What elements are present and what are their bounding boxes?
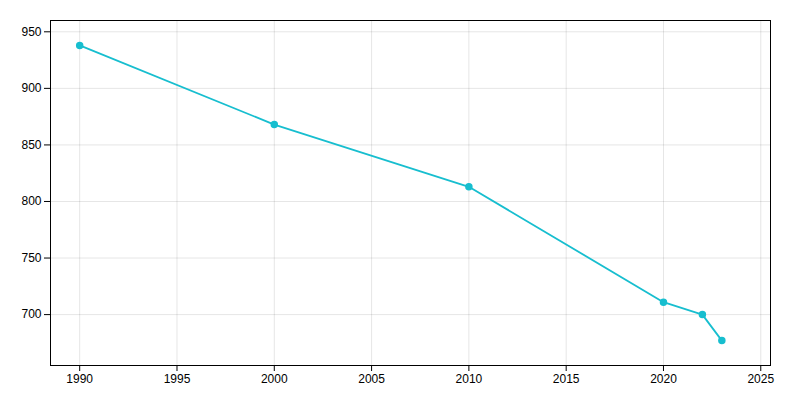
- svg-text:950: 950: [21, 25, 41, 39]
- svg-text:2010: 2010: [456, 372, 483, 386]
- svg-text:1995: 1995: [164, 372, 191, 386]
- svg-text:800: 800: [21, 194, 41, 208]
- svg-text:2020: 2020: [650, 372, 677, 386]
- svg-text:1990: 1990: [66, 372, 93, 386]
- svg-text:2005: 2005: [358, 372, 385, 386]
- svg-text:900: 900: [21, 81, 41, 95]
- svg-text:700: 700: [21, 307, 41, 321]
- svg-text:2000: 2000: [261, 372, 288, 386]
- svg-text:750: 750: [21, 251, 41, 265]
- svg-text:2025: 2025: [747, 372, 774, 386]
- svg-text:2015: 2015: [553, 372, 580, 386]
- svg-text:850: 850: [21, 138, 41, 152]
